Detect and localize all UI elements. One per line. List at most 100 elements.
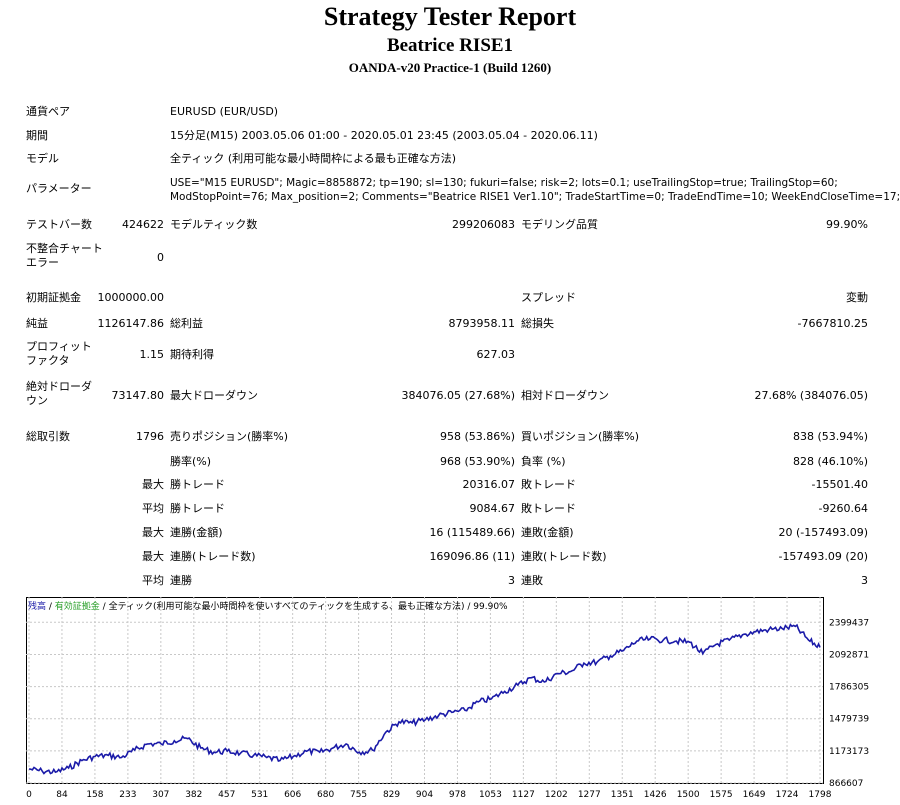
x-tick-label: 1053 xyxy=(479,790,502,800)
gross-profit-value: 8793958.11 xyxy=(448,317,515,330)
gross-loss-value: -7667810.25 xyxy=(797,317,868,330)
y-tick-label: 2399437 xyxy=(829,618,869,628)
params-line-1: USE="M15 EURUSD"; Magic=8858872; tp=190;… xyxy=(170,177,838,189)
avg-cons-wins-label: 連勝 xyxy=(170,574,192,587)
x-tick-label: 1127 xyxy=(512,790,535,800)
profit-factor-value: 1.15 xyxy=(139,348,165,361)
legend-separator: / xyxy=(46,602,55,612)
params-label: パラメーター xyxy=(26,182,92,195)
avg-loss-value: -9260.64 xyxy=(818,502,868,515)
short-positions-label: 売りポジション(勝率%) xyxy=(170,430,289,443)
model-label: モデル xyxy=(26,152,59,165)
expected-payoff-label: 期待利得 xyxy=(170,348,214,361)
y-axis-ticks: 2399437 2092871 1786305 1479739 1173173 86660… xyxy=(829,618,869,789)
balance-series-line xyxy=(28,623,821,775)
x-tick-label: 755 xyxy=(350,790,367,800)
x-tick-label: 158 xyxy=(86,790,103,800)
legend-quality: / 99.90% xyxy=(465,602,509,612)
avg-word: 平均 xyxy=(142,574,164,587)
y-tick-label: 2092871 xyxy=(829,650,869,660)
balance-chart-svg: 2399437 2092871 1786305 1479739 1173173 86660… xyxy=(26,597,869,800)
cons-wins-amount-value: 16 (115489.66) xyxy=(429,526,515,539)
spread-label: スプレッド xyxy=(521,291,576,304)
legend-description: 全ティック(利用可能な最小時間枠を使いすべてのティックを生成する、最も正確な方法… xyxy=(109,600,465,612)
x-tick-label: 978 xyxy=(449,790,466,800)
x-tick-label: 1202 xyxy=(545,790,568,800)
params-line-2: ModStopPoint=76; Max_position=2; Comment… xyxy=(170,191,900,203)
model-value: 全ティック (利用可能な最小時間枠による最も正確な方法) xyxy=(170,152,457,165)
loss-rate-label: 負率 (%) xyxy=(521,455,566,468)
long-positions-value: 838 (53.94%) xyxy=(792,430,868,443)
largest-loss-label: 敗トレード xyxy=(521,478,576,491)
balance-chart: 2399437 2092871 1786305 1479739 1173173 86660… xyxy=(26,597,898,803)
mismatch-label: 不整合チャートエラー xyxy=(26,242,103,269)
cons-wins-count-label: 連勝(トレード数) xyxy=(170,550,256,563)
y-tick-label: 866607 xyxy=(829,779,863,789)
bars-value: 424622 xyxy=(122,218,164,231)
win-rate-label: 勝率(%) xyxy=(170,455,212,468)
legend-balance: 残高 xyxy=(28,600,46,612)
total-trades-value: 1796 xyxy=(136,430,164,443)
grid-vertical xyxy=(28,597,821,783)
legend-equity: 有効証拠金 xyxy=(55,600,100,612)
win-rate-value: 968 (53.90%) xyxy=(439,455,515,468)
ticks-value: 299206083 xyxy=(452,218,515,231)
short-positions-value: 958 (53.86%) xyxy=(439,430,515,443)
bars-label: テストバー数 xyxy=(26,218,92,231)
report-title: Strategy Tester Report xyxy=(323,2,577,31)
net-profit-value: 1126147.86 xyxy=(97,317,164,330)
gross-loss-label: 総損失 xyxy=(521,317,554,330)
avg-win-label: 勝トレード xyxy=(170,502,225,515)
long-positions-label: 買いポジション(勝率%) xyxy=(521,430,640,443)
deposit-label: 初期証拠金 xyxy=(26,291,81,304)
max-drawdown-value: 384076.05 (27.68%) xyxy=(401,389,515,402)
max-word: 最大 xyxy=(142,550,164,563)
x-tick-label: 829 xyxy=(383,790,400,800)
ticks-label: モデルティック数 xyxy=(170,218,258,231)
x-axis-ticks: 0 84 158 233 307 382 457 531 606 680 755 829 904 978 1… xyxy=(26,790,832,800)
avg-cons-losses-value: 3 xyxy=(861,574,868,587)
period-label: 期間 xyxy=(26,129,48,142)
symbol-label: 通貨ペア xyxy=(26,105,70,118)
largest-win-value: 20316.07 xyxy=(462,478,516,491)
loss-rate-value: 828 (46.10%) xyxy=(792,455,868,468)
x-tick-label: 904 xyxy=(416,790,433,800)
mismatch-value: 0 xyxy=(157,251,164,264)
y-tick-label: 1479739 xyxy=(829,715,869,725)
net-profit-label: 純益 xyxy=(26,317,48,330)
x-tick-label: 307 xyxy=(152,790,169,800)
x-tick-label: 1798 xyxy=(809,790,832,800)
max-word: 最大 xyxy=(142,478,164,491)
max-drawdown-label: 最大ドローダウン xyxy=(170,389,258,402)
x-tick-label: 680 xyxy=(317,790,334,800)
deposit-value: 1000000.00 xyxy=(97,291,164,304)
cons-wins-amount-label: 連勝(金額) xyxy=(170,526,223,539)
x-tick-label: 1426 xyxy=(644,790,667,800)
legend-separator: / xyxy=(100,602,109,612)
y-tick-label: 1786305 xyxy=(829,683,869,693)
cons-wins-count-value: 169096.86 (11) xyxy=(429,550,515,563)
avg-cons-wins-value: 3 xyxy=(508,574,515,587)
quality-label: モデリング品質 xyxy=(521,218,598,231)
x-tick-label: 84 xyxy=(56,790,68,800)
total-trades-label: 総取引数 xyxy=(26,430,70,443)
rel-drawdown-label: 相対ドローダウン xyxy=(521,389,609,402)
x-tick-label: 0 xyxy=(26,790,32,800)
abs-drawdown-value: 73147.80 xyxy=(111,389,165,402)
avg-cons-losses-label: 連敗 xyxy=(521,574,543,587)
largest-win-label: 勝トレード xyxy=(170,478,225,491)
abs-drawdown-label: 絶対ドローダウン xyxy=(26,380,92,407)
profit-factor-label: プロフィットファクタ xyxy=(26,340,92,367)
cons-losses-amount-value: 20 (-157493.09) xyxy=(778,526,868,539)
y-tick-label: 1173173 xyxy=(829,747,869,757)
cons-losses-count-label: 連敗(トレード数) xyxy=(521,550,607,563)
avg-loss-label: 敗トレード xyxy=(521,502,576,515)
cons-losses-amount-label: 連敗(金額) xyxy=(521,526,574,539)
cons-losses-count-value: -157493.09 (20) xyxy=(778,550,868,563)
x-tick-label: 1724 xyxy=(776,790,799,800)
x-tick-label: 531 xyxy=(251,790,268,800)
gross-profit-label: 総利益 xyxy=(170,317,203,330)
symbol-value: EURUSD (EUR/USD) xyxy=(170,105,279,118)
x-tick-label: 1500 xyxy=(677,790,700,800)
largest-loss-value: -15501.40 xyxy=(811,478,868,491)
